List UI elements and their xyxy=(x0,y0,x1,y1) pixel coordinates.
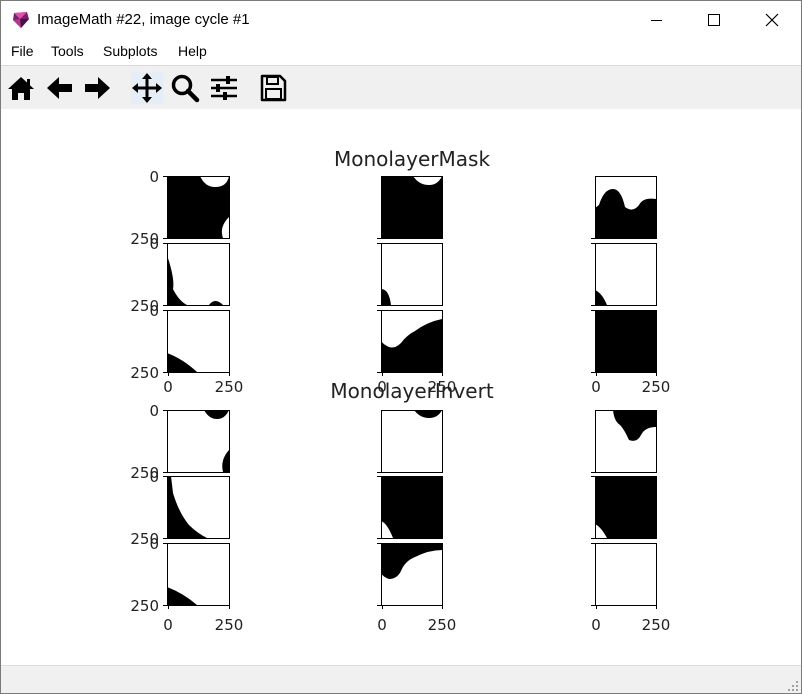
minimize-button[interactable] xyxy=(628,1,686,39)
pan-icon xyxy=(132,73,162,103)
forward-arrow-icon xyxy=(85,77,110,99)
y-ticks xyxy=(163,176,595,606)
xtick-label: 0 xyxy=(591,616,601,634)
subplot-invert-r3c3[interactable] xyxy=(595,543,656,605)
ytick-label: 0 xyxy=(149,468,159,486)
navigation-toolbar xyxy=(1,65,801,110)
figure-canvas[interactable]: MonolayerMask xyxy=(1,109,801,665)
xtick-label: 0 xyxy=(163,616,173,634)
title-bar[interactable]: ImageMath #22, image cycle #1 xyxy=(1,1,801,39)
subplot-invert-r2c1[interactable] xyxy=(167,476,229,538)
window-title: ImageMath #22, image cycle #1 xyxy=(37,11,250,28)
ytick-label: 250 xyxy=(130,464,159,482)
subplot-mask-r1c2[interactable] xyxy=(381,176,442,238)
subplot-mask-r2c3[interactable] xyxy=(595,243,656,305)
subplot-mask-r3c1[interactable] xyxy=(167,310,229,372)
xtick-label: 250 xyxy=(428,616,457,634)
subplot-invert-r3c2[interactable] xyxy=(381,543,442,605)
menu-file[interactable]: File xyxy=(11,43,34,59)
subplot-mask-r1c1[interactable] xyxy=(167,176,229,238)
menu-subplots[interactable]: Subplots xyxy=(103,43,158,59)
home-icon xyxy=(8,77,34,100)
subplot-mask-r1c3[interactable] xyxy=(595,176,656,238)
close-icon xyxy=(765,13,779,27)
configure-subplots-button[interactable] xyxy=(208,72,240,104)
ytick-label: 250 xyxy=(130,597,159,615)
menu-help[interactable]: Help xyxy=(178,43,207,59)
subplot-mask-r3c3[interactable] xyxy=(595,310,656,372)
close-button[interactable] xyxy=(743,1,801,39)
x-ticks xyxy=(168,372,657,609)
xtick-label: 250 xyxy=(215,378,244,396)
save-icon xyxy=(260,74,287,102)
status-bar xyxy=(1,665,801,693)
ytick-label: 0 xyxy=(149,168,159,186)
ytick-label: 250 xyxy=(130,230,159,248)
subplot-invert-r2c2[interactable] xyxy=(381,476,442,538)
xtick-label: 0 xyxy=(377,616,387,634)
subplot-mask-r2c2[interactable] xyxy=(381,243,442,305)
xtick-label: 250 xyxy=(215,616,244,634)
subplot-mask-r3c2[interactable] xyxy=(381,310,442,372)
subplot-mask-r2c1[interactable] xyxy=(167,243,229,305)
subplot-invert-r1c1[interactable] xyxy=(167,410,229,472)
xtick-label: 0 xyxy=(163,378,173,396)
ytick-label: 0 xyxy=(149,402,159,420)
ytick-label: 0 xyxy=(149,302,159,320)
app-icon xyxy=(13,12,29,28)
back-button[interactable] xyxy=(44,72,76,104)
zoom-button[interactable] xyxy=(169,72,201,104)
xtick-label: 0 xyxy=(377,378,387,396)
forward-button[interactable] xyxy=(81,72,113,104)
ytick-label: 250 xyxy=(130,364,159,382)
xtick-label: 250 xyxy=(642,378,671,396)
ytick-label: 250 xyxy=(130,530,159,548)
ytick-label: 0 xyxy=(149,235,159,253)
xtick-label: 0 xyxy=(591,378,601,396)
pan-button[interactable] xyxy=(131,72,163,104)
axes-frames xyxy=(167,176,657,606)
back-arrow-icon xyxy=(47,77,72,99)
figure-plot: MonolayerMask xyxy=(130,147,671,634)
zoom-icon xyxy=(171,74,200,103)
subplot-invert-r3c1[interactable] xyxy=(167,543,229,605)
home-button[interactable] xyxy=(5,72,37,104)
resize-grip-icon[interactable] xyxy=(787,680,799,692)
maximize-button[interactable] xyxy=(685,1,743,39)
ytick-label: 250 xyxy=(130,297,159,315)
configure-subplots-icon xyxy=(211,76,237,100)
group-title-mask: MonolayerMask xyxy=(334,147,491,171)
minimize-icon xyxy=(651,20,662,21)
subplot-invert-r2c3[interactable] xyxy=(595,476,656,538)
subplot-invert-r1c2[interactable] xyxy=(381,410,442,472)
maximize-icon xyxy=(708,14,720,26)
group-title-invert: MonolayerInvert xyxy=(330,379,494,403)
menu-tools[interactable]: Tools xyxy=(51,43,84,59)
save-button[interactable] xyxy=(257,72,289,104)
xtick-label: 250 xyxy=(642,616,671,634)
menu-bar: File Tools Subplots Help xyxy=(1,39,801,65)
xtick-label: 250 xyxy=(428,378,457,396)
subplot-invert-r1c3[interactable] xyxy=(595,410,656,472)
ytick-label: 0 xyxy=(149,535,159,553)
